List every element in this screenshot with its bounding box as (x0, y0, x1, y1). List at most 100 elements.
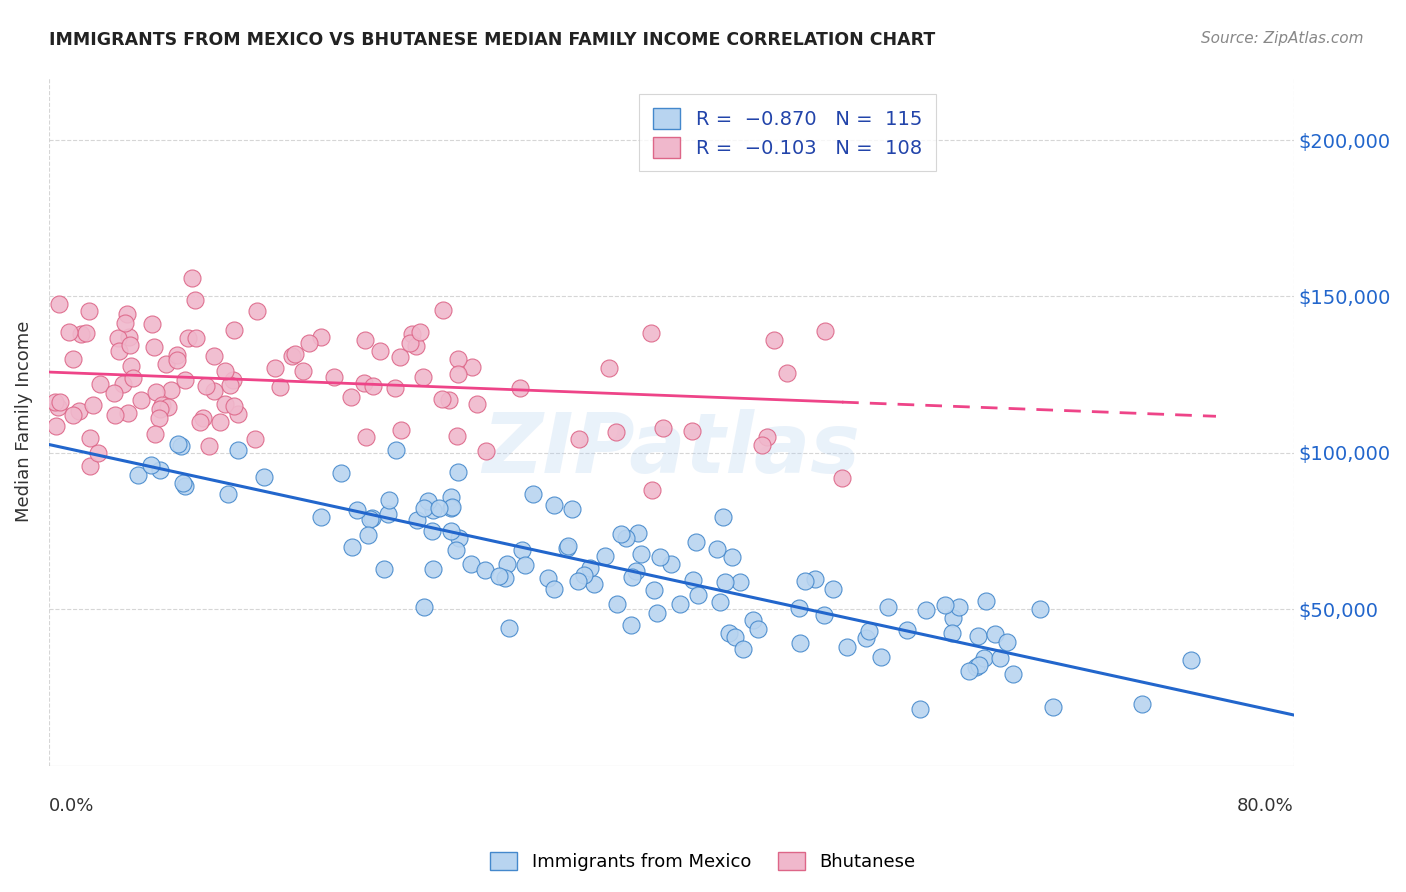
Point (49, 394, 72, 409)
Point (401, 327, 423, 342)
Point (377, 492, 399, 507)
Point (593, 549, 616, 563)
Point (803, 572, 825, 586)
Point (835, 640, 858, 655)
Point (439, 524, 461, 539)
Point (202, 349, 225, 363)
Point (557, 539, 579, 553)
Point (108, 343, 131, 358)
Point (598, 360, 620, 375)
Point (346, 503, 368, 517)
Point (264, 361, 287, 376)
Point (141, 317, 163, 331)
Point (714, 574, 737, 589)
Point (252, 470, 274, 484)
Point (496, 558, 519, 572)
Point (967, 629, 990, 643)
Point (149, 462, 172, 476)
Text: ZIPatlas: ZIPatlas (482, 409, 860, 490)
Point (731, 641, 754, 656)
Point (353, 333, 375, 347)
Point (389, 350, 412, 364)
Point (228, 443, 250, 458)
Point (910, 702, 932, 716)
Point (75, 326, 97, 340)
Point (439, 392, 461, 407)
Legend: R =  −0.870   N =  115, R =  −0.103   N =  108: R = −0.870 N = 115, R = −0.103 N = 108 (640, 94, 935, 171)
Point (384, 442, 406, 457)
Point (934, 599, 956, 613)
Point (432, 392, 454, 406)
Point (246, 303, 269, 318)
Point (174, 479, 197, 493)
Point (579, 561, 602, 575)
Point (79, 431, 101, 445)
Point (447, 367, 470, 381)
Point (460, 558, 482, 572)
Point (412, 370, 434, 384)
Text: 0.0%: 0.0% (49, 797, 94, 814)
Point (217, 487, 239, 501)
Point (706, 541, 728, 556)
Point (794, 574, 817, 588)
Point (651, 421, 673, 435)
Point (776, 366, 799, 380)
Point (614, 531, 637, 545)
Point (422, 562, 444, 576)
Point (682, 573, 704, 587)
Point (142, 340, 165, 354)
Point (340, 391, 363, 405)
Point (941, 611, 963, 625)
Point (79, 304, 101, 318)
Point (1042, 699, 1064, 714)
Point (118, 330, 141, 344)
Point (361, 510, 384, 524)
Point (181, 271, 204, 285)
Point (461, 359, 484, 374)
Point (957, 664, 980, 678)
Point (354, 430, 377, 444)
Point (166, 348, 188, 362)
Point (224, 323, 246, 337)
Point (444, 543, 467, 558)
Point (465, 397, 488, 411)
Point (858, 624, 880, 638)
Point (515, 558, 537, 573)
Point (648, 549, 671, 564)
Point (188, 415, 211, 429)
Point (323, 370, 346, 384)
Point (510, 543, 533, 558)
Point (107, 331, 129, 345)
Point (447, 465, 470, 479)
Point (62, 409, 84, 423)
Point (742, 613, 765, 627)
Point (416, 494, 439, 508)
Point (669, 597, 692, 611)
Point (166, 353, 188, 368)
Point (877, 599, 900, 614)
Point (823, 582, 845, 596)
Point (995, 635, 1018, 649)
Point (630, 547, 652, 561)
Point (494, 571, 516, 585)
Point (58, 325, 80, 339)
Point (1180, 653, 1202, 667)
Point (309, 510, 332, 524)
Point (718, 625, 741, 640)
Point (214, 364, 236, 378)
Point (686, 588, 709, 602)
Point (747, 622, 769, 636)
Point (184, 331, 207, 345)
Point (756, 430, 779, 444)
Point (640, 326, 662, 341)
Point (243, 432, 266, 446)
Point (896, 623, 918, 637)
Point (193, 411, 215, 425)
Point (150, 398, 173, 412)
Point (62, 351, 84, 366)
Point (583, 576, 606, 591)
Point (522, 487, 544, 501)
Point (427, 500, 450, 515)
Point (222, 399, 245, 413)
Point (330, 467, 353, 481)
